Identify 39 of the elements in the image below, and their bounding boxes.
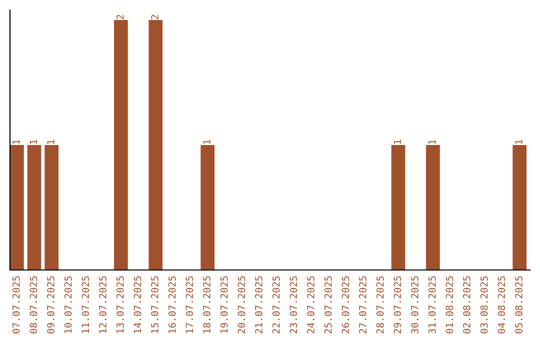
x-tick-label: 14.07.2025 xyxy=(134,276,142,333)
x-tick-label: 25.07.2025 xyxy=(324,276,332,334)
x-tick-label: 11.07.2025 xyxy=(82,276,90,333)
data-label: 1 xyxy=(515,140,522,144)
data-label: 2 xyxy=(151,14,158,20)
x-tick-label: 29.07.2025 xyxy=(394,276,402,334)
data-label: 1 xyxy=(12,140,20,144)
data-label: 1 xyxy=(30,140,37,144)
data-label: 1 xyxy=(394,140,401,144)
x-tick-label: 26.07.2025 xyxy=(342,276,350,334)
data-label: 1 xyxy=(428,140,436,144)
x-tick-label: 09.07.2025 xyxy=(47,276,54,334)
x-tick-label: 12.07.2025 xyxy=(99,276,106,333)
x-tick-label: 08.07.2025 xyxy=(30,276,38,334)
x-tick-label: 22.07.2025 xyxy=(272,276,280,334)
x-tick-label: 07.07.2025 xyxy=(12,276,20,334)
x-tick-label: 19.07.2025 xyxy=(220,276,228,333)
x-tick-label: 27.07.2025 xyxy=(359,276,366,334)
x-tick-label: 13.07.2025 xyxy=(116,276,124,333)
x-tick-label: 28.07.2025 xyxy=(376,276,384,334)
x-tick-label: 17.07.2025 xyxy=(186,276,194,333)
x-tick-label: 30.07.2025 xyxy=(411,276,418,334)
x-tick-label: 03.08.2025 xyxy=(480,276,488,334)
x-tick-label: 31.07.2025 xyxy=(428,276,436,334)
data-label: 1 xyxy=(47,140,54,144)
x-tick-label: 02.08.2025 xyxy=(463,276,470,334)
data-label: 2 xyxy=(116,14,124,20)
x-tick-label: 04.08.2025 xyxy=(498,276,506,334)
x-tick-label: 16.07.2025 xyxy=(168,276,176,333)
x-tick-label: 05.08.2025 xyxy=(515,276,522,334)
x-tick-label: 01.08.2025 xyxy=(446,276,454,334)
x-tick-label: 24.07.2025 xyxy=(307,276,314,334)
x-tick-label: 18.07.2025 xyxy=(203,276,210,333)
x-tick-label: 10.07.2025 xyxy=(64,276,72,333)
x-tick-label: 15.07.2025 xyxy=(151,276,158,333)
x-tick-label: 21.07.2025 xyxy=(255,276,262,334)
data-label: 1 xyxy=(203,140,210,144)
x-tick-label: 20.07.2025 xyxy=(238,276,246,334)
x-tick-label: 23.07.2025 xyxy=(290,276,298,334)
